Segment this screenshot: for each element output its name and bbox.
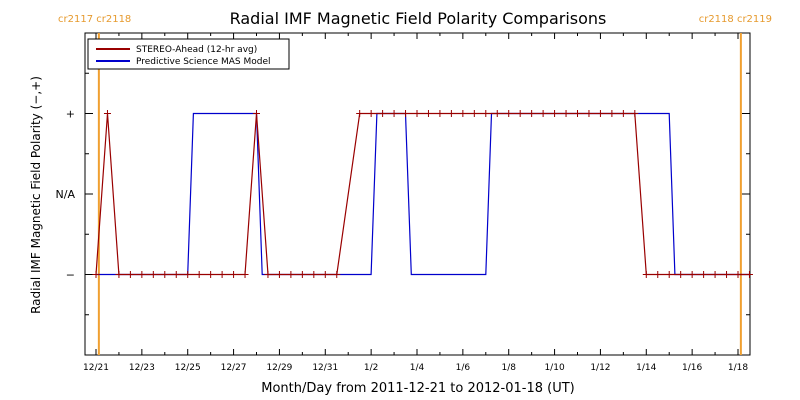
data-point-stereo-ahead [172,271,180,278]
x-tick-label: 1/6 [456,363,471,373]
data-point-stereo-ahead [310,271,318,278]
x-tick-label: 1/16 [682,363,702,373]
data-point-stereo-ahead [379,110,387,117]
data-point-stereo-ahead [631,110,639,117]
data-point-stereo-ahead [677,271,685,278]
data-point-stereo-ahead [298,271,306,278]
data-point-stereo-ahead [562,110,570,117]
data-point-stereo-ahead [356,110,364,117]
x-tick-label: 12/29 [266,363,292,373]
data-point-stereo-ahead [126,271,134,278]
x-tick-label: 12/25 [175,363,201,373]
carrington-marker-label-right: cr2118 cr2119 [699,14,772,25]
data-point-stereo-ahead [149,271,157,278]
y-tick-label: N/A [56,188,76,201]
data-point-stereo-ahead [459,110,467,117]
data-point-stereo-ahead [608,110,616,117]
y-tick-label: + [66,108,75,121]
data-point-stereo-ahead [539,110,547,117]
x-tick-label: 12/31 [312,363,338,373]
data-point-stereo-ahead [184,271,192,278]
data-point-stereo-ahead [493,110,501,117]
data-point-stereo-ahead [654,271,662,278]
x-tick-label: 1/18 [728,363,748,373]
data-point-stereo-ahead [516,110,524,117]
data-point-stereo-ahead [551,110,559,117]
data-point-stereo-ahead [402,110,410,117]
data-point-stereo-ahead [195,271,203,278]
data-point-stereo-ahead [723,271,731,278]
data-point-stereo-ahead [367,110,375,117]
data-point-stereo-ahead [333,271,341,278]
data-point-stereo-ahead [207,271,215,278]
data-point-stereo-ahead [161,271,169,278]
data-point-stereo-ahead [287,271,295,278]
data-point-stereo-ahead [424,110,432,117]
data-point-stereo-ahead [138,271,146,278]
data-point-stereo-ahead [241,271,249,278]
x-tick-label: 1/14 [636,363,656,373]
x-axis-label: Month/Day from 2011-12-21 to 2012-01-18 … [261,381,574,396]
x-tick-label: 12/27 [221,363,247,373]
data-point-stereo-ahead [528,110,536,117]
x-tick-label: 12/23 [129,363,155,373]
data-point-stereo-ahead [436,110,444,117]
data-point-stereo-ahead [230,271,238,278]
y-axis-label: Radial IMF Magnetic Field Polarity (−,+) [29,76,43,314]
x-tick-label: 1/10 [544,363,564,373]
data-point-stereo-ahead [264,271,272,278]
y-tick-label: − [66,269,75,282]
data-point-stereo-ahead [115,271,123,278]
carrington-marker-label-left: cr2117 cr2118 [58,14,131,25]
carrington-markers [97,33,742,355]
data-point-stereo-ahead [585,110,593,117]
data-point-stereo-ahead [275,271,283,278]
data-point-stereo-ahead [688,271,696,278]
data-point-stereo-ahead [447,110,455,117]
data-point-stereo-ahead [665,271,673,278]
legend-label-stereo-ahead: STEREO-Ahead (12-hr avg) [136,45,257,55]
data-point-stereo-ahead [642,271,650,278]
data-point-stereo-ahead [92,271,100,278]
data-point-stereo-ahead [700,271,708,278]
data-point-stereo-ahead [321,271,329,278]
x-tick-label: 1/8 [501,363,516,373]
x-tick-label: 1/12 [590,363,610,373]
data-point-stereo-ahead [745,271,753,278]
legend: STEREO-Ahead (12-hr avg) Predictive Scie… [87,38,290,70]
data-point-stereo-ahead [734,271,742,278]
data-point-stereo-ahead [619,110,627,117]
data-point-stereo-ahead [574,110,581,117]
x-tick-label: 1/4 [410,363,425,373]
data-point-stereo-ahead [253,110,260,117]
data-point-stereo-ahead [390,110,398,117]
data-point-stereo-ahead [470,110,478,117]
data-point-stereo-ahead [505,110,513,117]
x-tick-label: 12/21 [83,363,109,373]
data-point-stereo-ahead [482,110,490,117]
x-tick-label: 1/2 [364,363,378,373]
data-point-stereo-ahead [711,271,719,278]
data-point-stereo-ahead [103,110,111,117]
chart-title: Radial IMF Magnetic Field Polarity Compa… [230,9,607,28]
data-point-stereo-ahead [596,110,604,117]
data-point-stereo-ahead [218,271,226,278]
data-point-stereo-ahead [413,110,421,117]
x-axis-ticks: 12/21 12/23 12/25 12/27 12/29 12/31 1/2 1/4 1/6 1… [83,33,748,373]
series-lines [92,110,753,278]
legend-box [87,38,290,70]
legend-label-mas-model: Predictive Science MAS Model [136,57,271,67]
